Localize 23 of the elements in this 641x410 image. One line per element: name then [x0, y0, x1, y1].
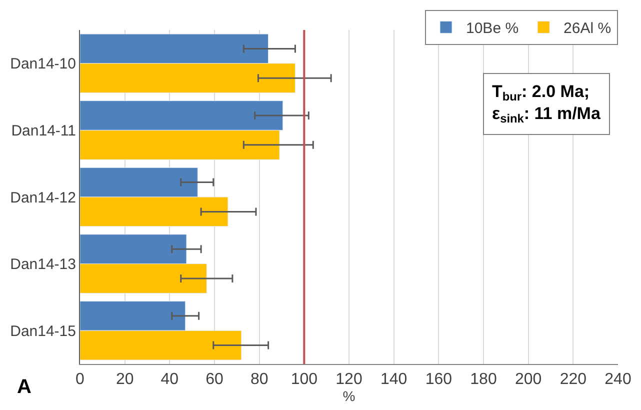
- x-tick-label: 20: [116, 371, 134, 388]
- x-tick-label: 40: [160, 371, 179, 388]
- x-tick-label: 160: [425, 371, 452, 388]
- text: A: [17, 376, 32, 398]
- legend-label: 26Al %: [564, 20, 612, 38]
- legend-label: 10Be %: [466, 20, 519, 38]
- x-tick-label: 80: [250, 371, 268, 388]
- text: T$_{bur}$: 2.0 Ma; ε$_{sink}$: 11 m/Ma: [492, 82, 600, 126]
- x-axis-title: %: [342, 388, 356, 404]
- x-tick-label: 120: [336, 371, 362, 388]
- x-tick-label: 60: [206, 371, 224, 388]
- x-tick-label: 220: [560, 371, 587, 388]
- y-tick-label: Dan14-10: [10, 56, 76, 73]
- x-tick-label: 180: [470, 371, 497, 388]
- x-tick-label: 240: [604, 371, 632, 388]
- y-tick-label: Dan14-13: [10, 256, 76, 274]
- y-tick-label: Dan14-12: [10, 189, 76, 206]
- y-tick-label: Dan14-11: [11, 122, 76, 140]
- x-tick-label: 100: [290, 371, 318, 388]
- x-tick-label: 200: [514, 371, 542, 388]
- x-tick-label: 0: [76, 371, 85, 388]
- y-tick-label: Dan14-15: [10, 322, 76, 340]
- x-tick-label: 140: [380, 371, 408, 388]
